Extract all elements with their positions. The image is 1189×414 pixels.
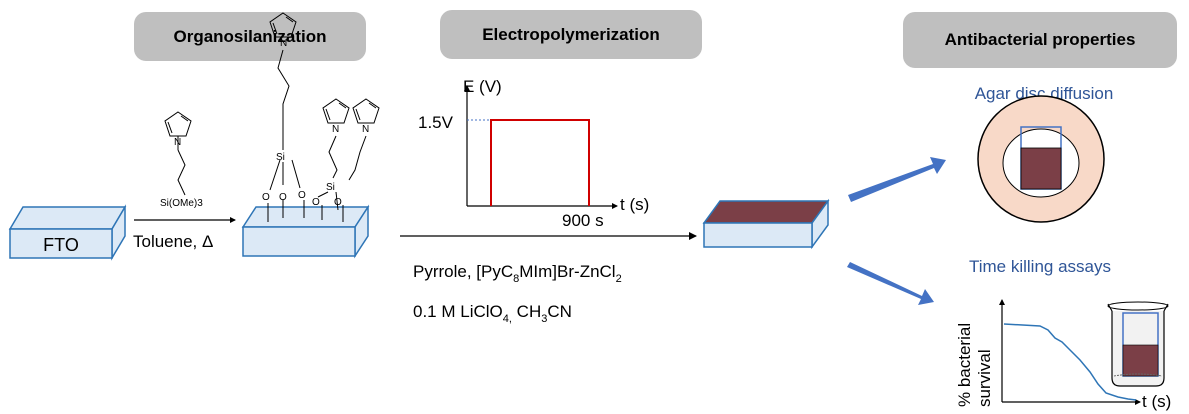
agar-disc-film bbox=[1020, 147, 1062, 190]
grafted-silane-3 bbox=[348, 98, 380, 181]
arrow-to-agar bbox=[848, 157, 946, 202]
beaker bbox=[1107, 301, 1169, 387]
si-label-1: Si bbox=[276, 152, 285, 163]
killing-curve bbox=[1003, 323, 1137, 401]
killing-x-label: t (s) bbox=[1142, 392, 1171, 411]
n-label-3: N bbox=[362, 124, 369, 135]
potential-step-trace bbox=[490, 119, 590, 206]
fto-label: FTO bbox=[43, 235, 79, 255]
killing-plot: % bacterial survival t (s) bbox=[955, 299, 1171, 411]
surface-atom-labels: N N N Si Si O O O O O bbox=[262, 38, 369, 208]
electrolyte-line-2: 0.1 M LiClO4, CH3CN bbox=[413, 302, 572, 325]
coated-substrate bbox=[702, 198, 830, 250]
reagent-n-label: N bbox=[174, 137, 181, 148]
silanized-substrate bbox=[241, 204, 370, 259]
silanization-conditions: Toluene, Δ bbox=[133, 232, 213, 251]
potential-y-label: E (V) bbox=[463, 77, 502, 96]
o-label-1: O bbox=[262, 192, 270, 203]
killing-title: Time killing assays bbox=[969, 257, 1111, 276]
o-label-4: O bbox=[312, 197, 320, 208]
electrolyte-line-1: Pyrrole, [PyC8MIm]Br-ZnCl2 bbox=[413, 262, 622, 285]
n-label-2: N bbox=[332, 124, 339, 135]
step-antibacterial: Antibacterial properties bbox=[903, 12, 1177, 68]
potential-value: 1.5V bbox=[418, 113, 454, 132]
beaker-slide-film bbox=[1122, 344, 1159, 377]
arrow-to-killing bbox=[847, 262, 934, 305]
agar-title: Agar disc diffusion bbox=[975, 84, 1114, 103]
o-label-3: O bbox=[298, 190, 306, 201]
step-electropolymerization: Electropolymerization bbox=[440, 10, 702, 59]
silane-reagent bbox=[164, 111, 192, 196]
reagent-label: Si(OMe)3 bbox=[160, 198, 203, 209]
step-organosilanization: Organosilanization bbox=[134, 12, 366, 61]
grafted-silane-1 bbox=[267, 12, 305, 222]
killing-y-label-1: % bacterial bbox=[955, 323, 974, 407]
potential-duration: 900 s bbox=[562, 211, 604, 230]
o-label-2: O bbox=[279, 192, 287, 203]
grafted-silane-2 bbox=[317, 98, 350, 222]
o-label-5: O bbox=[334, 197, 342, 208]
n-label-1: N bbox=[280, 38, 287, 49]
si-label-2: Si bbox=[326, 182, 335, 193]
potential-plot: E (V) 1.5V t (s) 900 s bbox=[418, 77, 649, 230]
fto-substrate: FTO bbox=[8, 204, 127, 261]
potential-x-label: t (s) bbox=[620, 195, 649, 214]
killing-y-label-2: survival bbox=[975, 349, 994, 407]
agar-plate bbox=[977, 95, 1105, 223]
